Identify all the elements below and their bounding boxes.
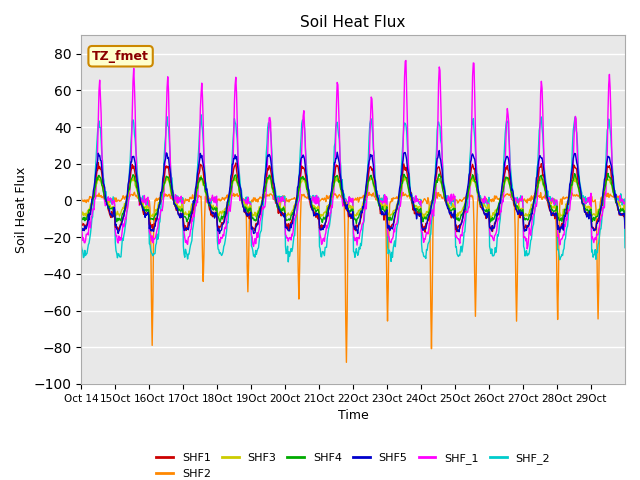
SHF3 <box>269 188 276 194</box>
SHF4 <box>440 193 448 199</box>
SHF5 <box>289 214 297 220</box>
SHF2 <box>441 196 449 202</box>
Line: SHF2: SHF2 <box>81 192 625 362</box>
SHF2 <box>142 197 150 203</box>
SHF2 <box>342 360 350 365</box>
SHF3 <box>441 193 449 199</box>
SHF3 <box>242 204 250 210</box>
SHF1 <box>410 205 417 211</box>
SHF3 <box>141 205 149 211</box>
SHF4 <box>621 214 629 219</box>
X-axis label: Time: Time <box>338 409 369 422</box>
SHF1 <box>621 221 629 227</box>
SHF2 <box>289 196 297 202</box>
SHF5 <box>441 189 449 195</box>
SHF_1 <box>241 200 249 205</box>
SHF_1 <box>524 246 531 252</box>
SHF3 <box>419 216 427 222</box>
SHF4 <box>141 208 149 214</box>
Line: SHF5: SHF5 <box>81 151 625 233</box>
SHF4 <box>289 210 296 216</box>
SHF1 <box>142 210 150 216</box>
SHF_1 <box>440 196 448 202</box>
SHF1 <box>77 218 85 224</box>
Text: TZ_fmet: TZ_fmet <box>92 50 149 63</box>
Line: SHF4: SHF4 <box>81 173 625 224</box>
SHF4 <box>77 214 85 219</box>
SHF2 <box>269 193 276 199</box>
SHF5 <box>77 226 85 232</box>
SHF_1 <box>268 166 276 172</box>
SHF1 <box>289 213 297 218</box>
SHF5 <box>435 148 443 154</box>
SHF4 <box>410 202 417 207</box>
SHF5 <box>621 225 629 231</box>
SHF_1 <box>402 58 410 63</box>
SHF4 <box>353 221 360 227</box>
SHF5 <box>216 230 223 236</box>
SHF1 <box>95 160 102 166</box>
SHF1 <box>441 198 449 204</box>
SHF5 <box>410 205 417 211</box>
SHF3 <box>621 210 629 216</box>
SHF4 <box>268 184 276 190</box>
SHF2 <box>131 190 138 195</box>
SHF4 <box>604 170 612 176</box>
SHF2 <box>411 197 419 203</box>
Title: Soil Heat Flux: Soil Heat Flux <box>300 15 406 30</box>
SHF_2 <box>77 242 85 248</box>
SHF_2 <box>284 259 292 265</box>
SHF3 <box>289 207 297 213</box>
SHF3 <box>410 202 417 208</box>
SHF_1 <box>621 225 629 231</box>
SHF_1 <box>141 200 149 205</box>
SHF2 <box>77 195 85 201</box>
Line: SHF_2: SHF_2 <box>81 115 625 262</box>
Legend: SHF1, SHF2, SHF3, SHF4, SHF5, SHF_1, SHF_2: SHF1, SHF2, SHF3, SHF4, SHF5, SHF_1, SHF… <box>152 449 554 480</box>
SHF_2 <box>290 233 298 239</box>
SHF1 <box>421 229 429 235</box>
Line: SHF_1: SHF_1 <box>81 60 625 249</box>
Line: SHF1: SHF1 <box>81 163 625 232</box>
SHF_2 <box>269 168 276 173</box>
SHF_2 <box>621 245 629 251</box>
SHF4 <box>241 204 249 210</box>
SHF_2 <box>441 186 449 192</box>
SHF_1 <box>289 233 296 239</box>
Line: SHF3: SHF3 <box>81 176 625 219</box>
SHF2 <box>242 200 250 206</box>
SHF5 <box>141 215 149 220</box>
SHF_2 <box>197 112 205 118</box>
SHF1 <box>269 179 276 185</box>
SHF_2 <box>242 195 250 201</box>
SHF5 <box>269 173 276 179</box>
Y-axis label: Soil Heat Flux: Soil Heat Flux <box>15 167 28 253</box>
SHF_1 <box>410 198 417 204</box>
SHF5 <box>242 208 250 214</box>
SHF2 <box>621 199 629 205</box>
SHF3 <box>77 213 85 218</box>
SHF_1 <box>77 225 85 231</box>
SHF1 <box>242 211 250 216</box>
SHF_2 <box>411 200 419 205</box>
SHF3 <box>197 173 205 179</box>
SHF_2 <box>141 196 149 202</box>
